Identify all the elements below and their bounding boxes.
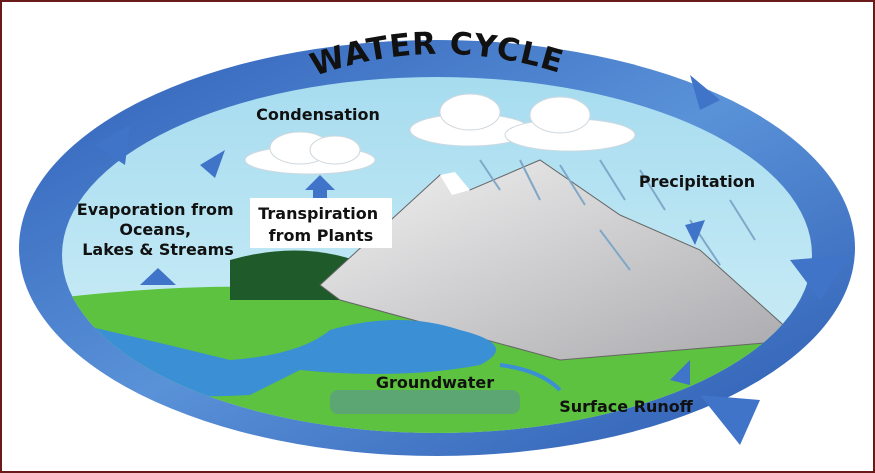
label-line: Oceans, <box>119 220 191 239</box>
label-line: Evaporation from <box>77 200 234 219</box>
label-line: Groundwater <box>376 373 494 392</box>
groundwater-zone <box>330 390 520 414</box>
label-line: Precipitation <box>639 172 755 191</box>
page: WATER CYCLE Condensation Precipitation E… <box>0 0 875 473</box>
label-line: Condensation <box>256 105 380 124</box>
label: Precipitation <box>639 172 755 191</box>
label-line: from Plants <box>269 226 374 245</box>
label: Groundwater <box>376 373 494 392</box>
water-cycle-diagram: WATER CYCLE Condensation Precipitation E… <box>0 0 875 473</box>
label-line: Lakes & Streams <box>82 240 234 259</box>
label-line: Transpiration <box>258 204 378 223</box>
label: Surface Runoff <box>559 397 694 416</box>
label-line: Surface Runoff <box>559 397 694 416</box>
label: Condensation <box>256 105 380 124</box>
